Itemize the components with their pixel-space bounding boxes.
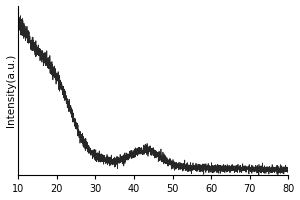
Y-axis label: Intensity(a.u.): Intensity(a.u.) <box>6 54 16 127</box>
